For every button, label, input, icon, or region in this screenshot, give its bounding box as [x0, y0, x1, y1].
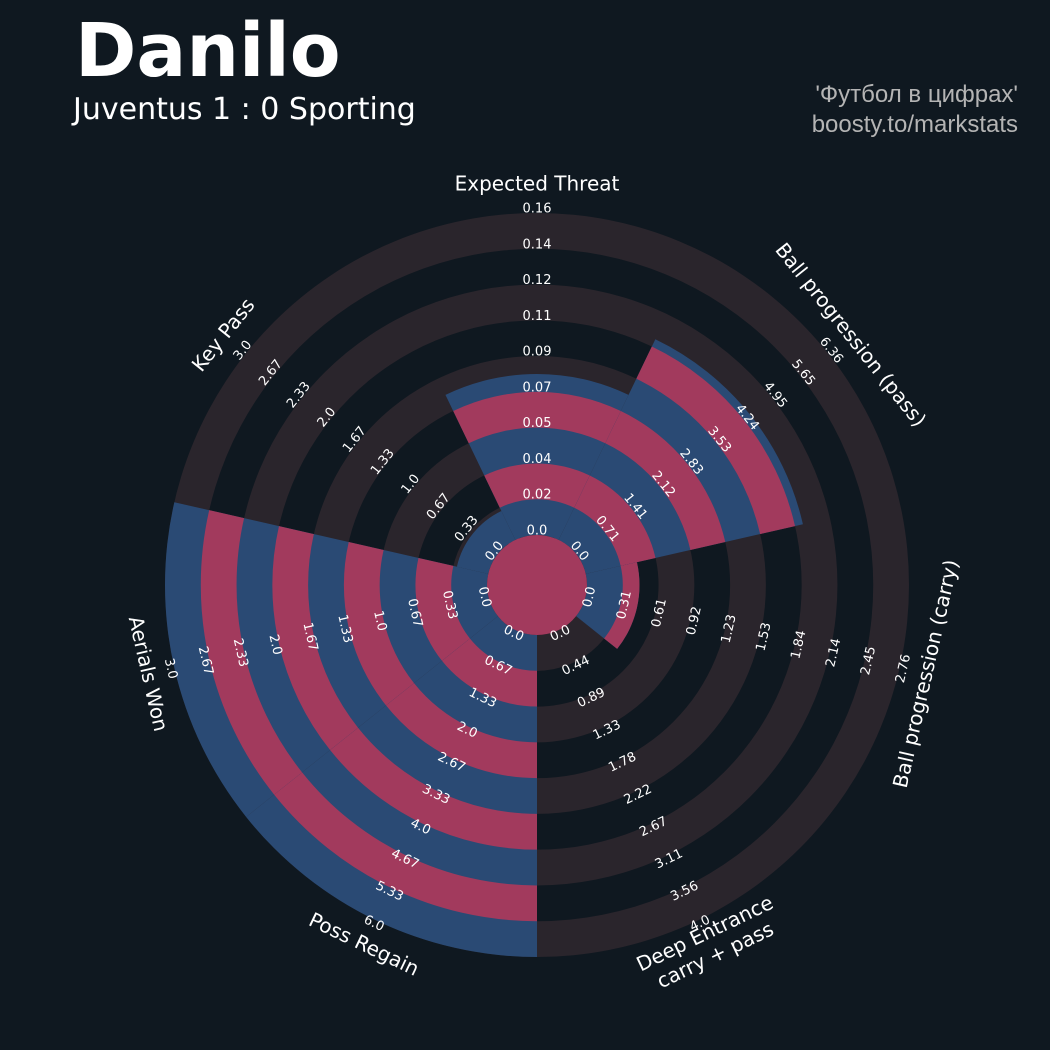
- value-wedge-0: [445, 374, 629, 540]
- wedge-stripe: [274, 772, 537, 922]
- center-disc: [487, 535, 587, 635]
- tick-label: 0.07: [523, 380, 552, 395]
- tick-label: 1.53: [754, 621, 775, 653]
- tick-label: 0.04: [523, 452, 552, 467]
- player-name: Danilo: [75, 8, 341, 94]
- tick-label: 0.14: [523, 237, 552, 252]
- wedge-stripe: [330, 727, 537, 850]
- tick-label: 0.09: [523, 345, 552, 360]
- tick-label: 0.02: [523, 488, 552, 503]
- wedge-stripe: [343, 542, 414, 706]
- tick-label: 2.45: [858, 645, 879, 677]
- wedge-stripe: [636, 346, 796, 535]
- credit-line-2: boosty.to/markstats: [811, 111, 1018, 138]
- tick-label: 1.33: [334, 613, 355, 645]
- value-wedge-6: [456, 510, 516, 574]
- wedge-stripe: [453, 391, 621, 444]
- wedge-stripe: [604, 562, 640, 649]
- tick-label: 1.23: [719, 613, 740, 645]
- tick-label: 1.0: [370, 609, 389, 633]
- tick-label: 0.31: [614, 589, 635, 621]
- value-wedge-4: [246, 616, 537, 957]
- tick-label: 0.33: [439, 589, 460, 621]
- wedge-stripe: [386, 683, 537, 779]
- tick-label: 0.92: [684, 605, 705, 637]
- credit-line-1: 'Футбол в цифрах': [815, 81, 1018, 108]
- tick-label: 3.0: [161, 657, 180, 681]
- value-wedge-1: [558, 339, 803, 574]
- tick-label: 1.67: [299, 621, 320, 653]
- wedge-stripe: [200, 510, 303, 795]
- tick-label: 1.84: [788, 629, 809, 661]
- tick-label: 0.16: [523, 202, 552, 217]
- wedge-stripe: [574, 475, 656, 566]
- credits: 'Футбол в цифрах' boosty.to/markstats: [812, 80, 1018, 140]
- tick-label: 2.33: [230, 637, 251, 669]
- tick-label: 2.0: [265, 633, 284, 657]
- tick-label: 0.67: [404, 597, 425, 629]
- value-wedge-5: [165, 502, 498, 817]
- wedge-stripe: [441, 638, 537, 707]
- value-wedge-2: [576, 562, 640, 649]
- tick-label: 0.0: [475, 585, 494, 609]
- tick-label: 2.76: [893, 653, 914, 685]
- tick-label: 2.14: [823, 637, 844, 669]
- tick-label: 0.12: [523, 273, 552, 288]
- parameter-label-line: Expected Threat: [455, 172, 620, 196]
- wedge-stripe: [605, 411, 726, 550]
- tick-label: 2.67: [195, 645, 216, 677]
- tick-label: 0.05: [523, 416, 552, 431]
- wedge-base: [456, 510, 516, 574]
- wedge-stripe: [272, 526, 359, 751]
- wedge-stripe: [484, 463, 590, 508]
- tick-label: 0.0: [527, 524, 548, 539]
- value-wedges: [165, 339, 803, 957]
- wedge-stripe: [415, 557, 470, 661]
- tick-label: 0.11: [523, 309, 552, 324]
- tick-label: 0.61: [649, 597, 670, 629]
- parameter-label: Expected Threat: [455, 172, 620, 196]
- match-title: Juventus 1 : 0 Sporting: [73, 92, 416, 127]
- tick-label: 0.0: [580, 585, 599, 609]
